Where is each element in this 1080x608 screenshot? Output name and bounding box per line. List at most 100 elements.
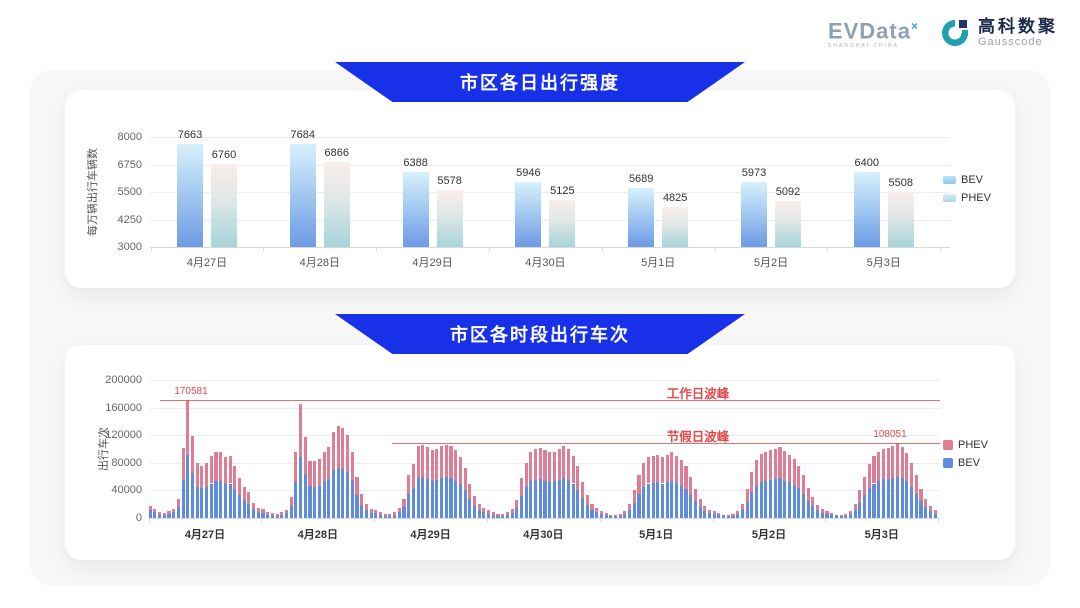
bev-hour-bar: [905, 481, 909, 518]
legend-item-bev[interactable]: BEV: [943, 174, 991, 186]
gridline-0: [150, 518, 940, 519]
bev-hour-bar: [482, 512, 486, 518]
bev-bar: [741, 181, 767, 247]
phev-hour-bar: [759, 453, 763, 483]
legend-label: PHEV: [958, 439, 988, 451]
phev-hour-bar: [689, 476, 693, 495]
phev-hour-bar: [529, 451, 533, 482]
phev-hour-bar: [839, 514, 843, 516]
bev-hour-bar: [374, 513, 378, 518]
phev-hour-bar: [599, 511, 603, 514]
x-category-label: 4月29日: [410, 529, 451, 541]
bev-hour-bar: [684, 489, 688, 518]
phev-hour-bar: [543, 450, 547, 481]
phev-hour-bar: [877, 451, 881, 481]
bev-hour-bar: [346, 472, 350, 518]
bev-hour-bar: [172, 512, 176, 518]
bev-hour-bar: [364, 510, 368, 518]
phev-hour-bar: [571, 455, 575, 484]
bev-hour-bar: [712, 513, 716, 518]
bev-bar: [289, 143, 316, 247]
bev-hour-bar: [595, 512, 599, 518]
phev-hour-bar: [181, 448, 185, 481]
legend-item-phev[interactable]: PHEV: [943, 192, 991, 204]
x-axis-tick: [374, 518, 376, 522]
bev-hour-bar: [407, 493, 411, 518]
phev-hour-bar: [726, 514, 730, 516]
legend-label: BEV: [958, 457, 981, 469]
bev-hour-bar: [458, 484, 462, 518]
chart1-legend: BEV PHEV: [943, 174, 991, 204]
phev-hour-bar: [656, 455, 660, 483]
bev-hour-bar: [646, 483, 650, 518]
phev-hour-bar: [364, 504, 368, 511]
bev-hour-bar: [801, 493, 806, 518]
phev-hour-bar: [219, 451, 223, 481]
bev-hour-bar: [331, 470, 336, 518]
x-axis-tick: [714, 247, 716, 251]
x-category-label: 4月28日: [299, 257, 340, 269]
gridline-8000: [150, 137, 950, 138]
x-axis-tick: [487, 518, 488, 522]
bev-hour-bar: [242, 500, 246, 518]
x-category-label: 5月3日: [866, 257, 901, 269]
phev-hour-bar: [679, 460, 683, 486]
legend-item-bev[interactable]: BEV: [943, 457, 988, 469]
phev-hour-bar: [454, 450, 458, 481]
y-tick-label: 0: [135, 512, 142, 524]
phev-hour-bar: [754, 460, 759, 486]
bev-hour-bar: [200, 488, 204, 518]
phev-hour-bar: [284, 509, 289, 514]
phev-hour-bar: [778, 446, 782, 478]
bev-hour-bar: [195, 486, 199, 518]
phev-hour-bar: [895, 443, 900, 477]
phev-hour-bar: [722, 514, 726, 516]
bev-hour-bar: [783, 480, 787, 518]
phev-hour-bar: [764, 451, 768, 481]
bev-hour-bar: [933, 513, 937, 518]
bev-hour-bar: [190, 473, 195, 518]
phev-hour-bar: [801, 475, 806, 494]
bev-hour-bar: [350, 481, 354, 518]
phev-hour-bar: [740, 504, 744, 510]
phev-hour-bar: [820, 509, 824, 513]
bev-hour-bar: [830, 515, 834, 518]
phev-hour-bar: [515, 500, 519, 508]
phev-hour-bar: [327, 446, 331, 479]
bev-hour-bar: [552, 481, 556, 518]
phev-hour-bar: [590, 503, 594, 510]
bev-hour-bar: [383, 515, 387, 518]
phev-hour-bar: [660, 456, 665, 484]
phev-hour-bar: [303, 437, 307, 474]
bev-hour-bar: [740, 509, 744, 518]
bev-hour-bar: [566, 480, 571, 518]
gridline-200000: [150, 380, 940, 381]
phev-hour-bar: [237, 477, 242, 496]
x-axis-tick: [150, 247, 152, 251]
phev-hour-bar: [665, 454, 669, 483]
phev-hour-bar: [900, 446, 904, 478]
phev-hour-bar: [346, 435, 350, 473]
phev-hour-bar: [712, 511, 716, 514]
phev-hour-bar: [369, 509, 373, 514]
bev-hour-bar: [853, 509, 857, 518]
x-axis-tick: [712, 518, 714, 522]
bev-hour-bar: [863, 494, 867, 518]
header-logos: EVData× SHANGHAI CHINA 高科数聚 Gausscode: [828, 16, 1058, 49]
phev-hour-bar: [613, 514, 618, 516]
phev-hour-bar: [350, 451, 354, 482]
phev-hour-bar: [430, 450, 434, 481]
bev-hour-bar: [223, 484, 227, 518]
bev-hour-bar: [463, 490, 467, 518]
bev-hour-bar: [501, 515, 505, 518]
legend-item-phev[interactable]: PHEV: [943, 439, 988, 451]
phev-hour-bar: [463, 468, 467, 491]
phev-hour-bar: [148, 505, 152, 511]
bev-hour-bar: [613, 515, 618, 518]
bev-hour-bar: [313, 486, 317, 518]
phev-value-label: 4825: [662, 191, 688, 204]
phev-hour-bar: [745, 489, 749, 503]
chart2-title-banner: 市区各时段出行车次: [335, 314, 745, 354]
bev-bar: [515, 182, 542, 247]
